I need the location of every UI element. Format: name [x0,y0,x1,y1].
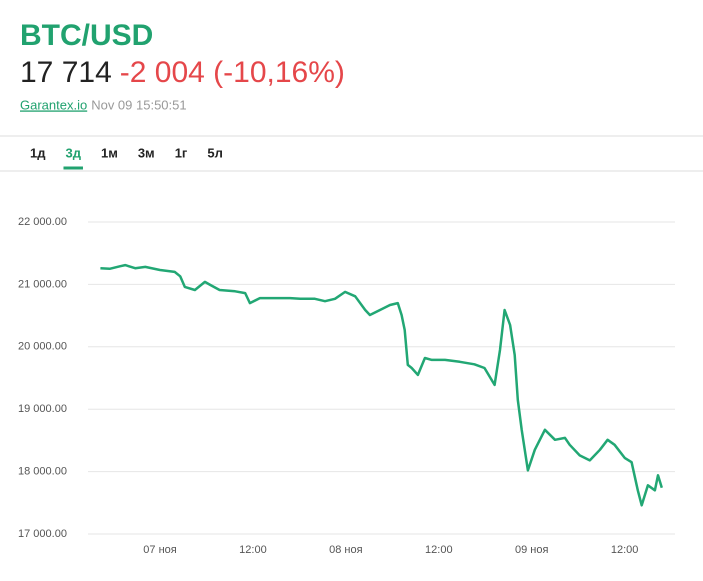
timestamp: Nov 09 15:50:51 [91,97,186,112]
x-tick-label: 07 ноя [143,544,176,556]
tab[interactable]: 5л [207,145,223,160]
tab[interactable]: 3д [65,145,81,160]
price-change: -2 004 (-10,16%) [120,56,345,89]
y-tick-label: 17 000.00 [18,528,67,540]
source-link[interactable]: Garantex.io [20,97,87,112]
tab[interactable]: 1м [101,145,118,160]
symbol: BTC/USD [20,19,153,52]
x-tick-label: 12:00 [239,544,267,556]
price-line [100,263,663,507]
tab[interactable]: 3м [138,145,155,160]
tab[interactable]: 1д [30,145,46,160]
y-tick-label: 21 000.00 [18,278,67,290]
y-tick-label: 19 000.00 [18,403,67,415]
price: 17 714 [20,56,112,89]
x-tick-label: 08 ноя [329,544,362,556]
x-tick-label: 12:00 [425,544,453,556]
y-tick-label: 18 000.00 [18,466,67,478]
tab[interactable]: 1г [175,145,188,160]
y-tick-label: 22 000.00 [18,216,67,228]
x-tick-label: 09 ноя [515,544,548,556]
x-tick-label: 12:00 [611,544,639,556]
y-tick-label: 20 000.00 [18,341,67,353]
